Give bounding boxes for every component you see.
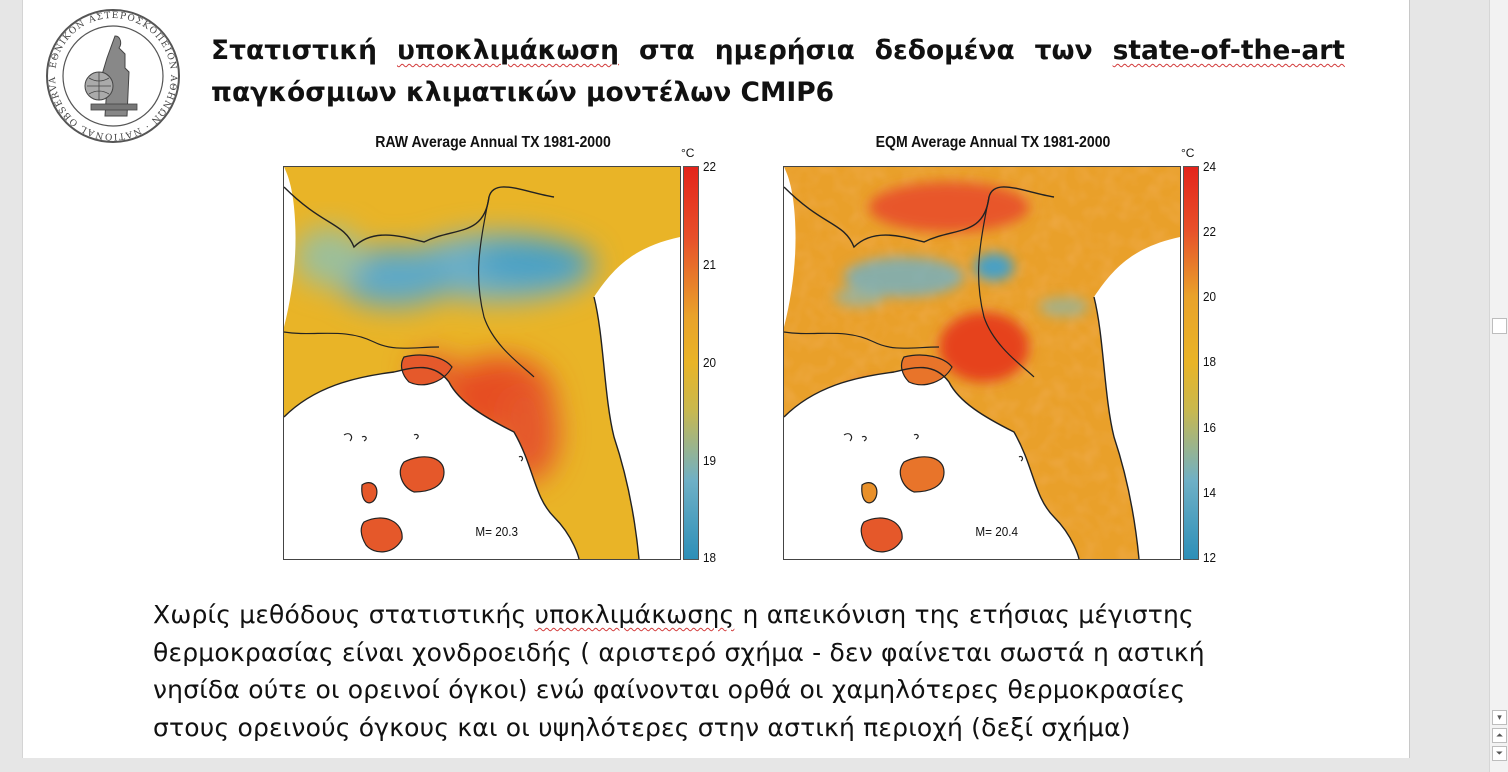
eqm-colorbar-tick: 24	[1203, 159, 1217, 174]
slide: ΕΘΝΙΚΟΝ ΑΣΤΕΡΟΣΚΟΠΕΙΟΝ ΑΘΗΝΩΝ · NATIONAL…	[22, 0, 1410, 758]
body-line-4: στους ορεινούς όγκους και οι υψηλότερες …	[153, 712, 1131, 742]
title-word: των	[1034, 35, 1093, 66]
eqm-colorbar-tick: 20	[1203, 289, 1217, 304]
observatory-seal-logo: ΕΘΝΙΚΟΝ ΑΣΤΕΡΟΣΚΟΠΕΙΟΝ ΑΘΗΝΩΝ · NATIONAL…	[43, 8, 180, 143]
title-word: στα	[639, 35, 695, 66]
title-word: δεδομένα	[874, 35, 1015, 66]
raw-map-figure: RAW Average Annual TX 1981-2000 °C	[283, 130, 743, 570]
raw-colorbar	[683, 166, 699, 560]
eqm-colorbar-tick: 22	[1203, 224, 1217, 239]
raw-colorbar-tick: 18	[703, 550, 717, 565]
eqm-map-image	[783, 166, 1181, 560]
title-line-2: παγκόσμιων κλιματικών μοντέλων CMIP6	[211, 77, 835, 108]
title-word: state-of-the-art	[1112, 35, 1345, 66]
body-text-segment: Χωρίς μεθόδους στατιστικής	[153, 600, 535, 629]
slide-title: Στατιστική υποκλιμάκωση στα ημερήσια δεδ…	[211, 30, 1345, 114]
scrollbar-thumb[interactable]	[1492, 318, 1507, 334]
raw-colorbar-unit: °C	[681, 146, 695, 160]
eqm-map-title: EQM Average Annual TX 1981-2000	[875, 134, 1111, 151]
body-line-1: Χωρίς μεθόδους στατιστικής υποκλιμάκωσης…	[153, 596, 1283, 634]
title-word: υποκλιμάκωση	[396, 35, 620, 66]
eqm-colorbar-tick: 18	[1203, 354, 1217, 369]
raw-map-image	[283, 166, 681, 560]
scroll-down-icon[interactable]: ▾	[1492, 710, 1507, 725]
eqm-map-figure: EQM Average Annual TX 1981-2000 °C	[783, 130, 1243, 570]
eqm-colorbar	[1183, 166, 1199, 560]
eqm-mean-value: M= 20.4	[975, 524, 1018, 539]
previous-page-icon[interactable]: ⏶	[1492, 728, 1507, 743]
slide-body-text: Χωρίς μεθόδους στατιστικής υποκλιμάκωσης…	[153, 596, 1283, 746]
raw-map-title: RAW Average Annual TX 1981-2000	[375, 134, 611, 151]
eqm-colorbar-tick: 14	[1203, 485, 1217, 500]
title-word: ημερήσια	[714, 35, 855, 66]
body-text-segment: η απεικόνιση της ετήσιας μέγιστης	[734, 600, 1194, 629]
body-text-segment: υποκλιμάκωσης	[534, 600, 735, 629]
eqm-colorbar-tick: 12	[1203, 550, 1217, 565]
raw-colorbar-tick: 20	[703, 355, 717, 370]
body-line-2: θερμοκρασίας είναι χονδροειδής ( αριστερ…	[153, 637, 1205, 667]
raw-colorbar-tick: 22	[703, 159, 717, 174]
raw-colorbar-tick: 19	[703, 453, 717, 468]
eqm-colorbar-unit: °C	[1181, 146, 1195, 160]
raw-mean-value: M= 20.3	[475, 524, 518, 539]
raw-colorbar-tick: 21	[703, 257, 717, 272]
title-line-1: Στατιστική υποκλιμάκωση στα ημερήσια δεδ…	[211, 30, 1345, 72]
next-page-icon[interactable]: ⏷	[1492, 746, 1507, 761]
body-line-3: νησίδα ούτε οι ορεινοί όγκοι) ενώ φαίνον…	[153, 675, 1186, 704]
title-word: Στατιστική	[211, 35, 378, 66]
eqm-colorbar-tick: 16	[1203, 420, 1217, 435]
vertical-scrollbar[interactable]: ▾ ⏶ ⏷	[1489, 0, 1508, 772]
bottom-gutter	[0, 758, 1489, 772]
